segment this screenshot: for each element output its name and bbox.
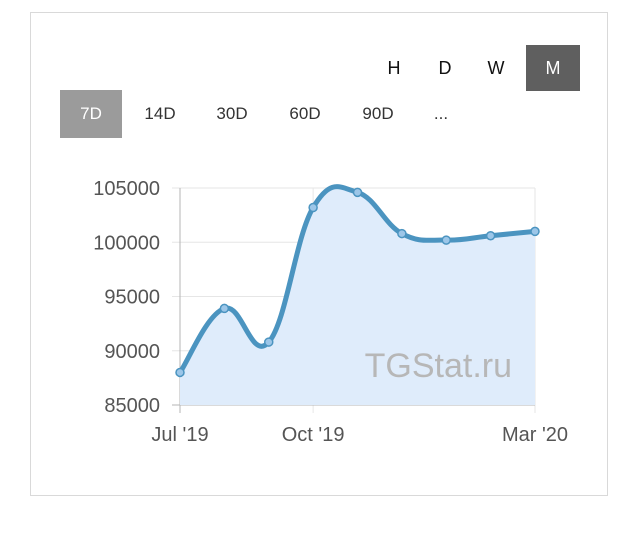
data-point bbox=[264, 337, 274, 347]
data-point bbox=[530, 226, 540, 237]
data-point bbox=[308, 202, 318, 213]
data-point bbox=[441, 235, 451, 245]
tab-day[interactable]: D bbox=[438, 58, 452, 78]
y-tick-label: 105000 bbox=[93, 178, 160, 200]
line-chart: TGStat.ru 85000 90000 95000 100000 105000 Ju… bbox=[93, 178, 568, 446]
range-tab-7d[interactable]: 7D bbox=[60, 90, 122, 138]
y-tick-label: 100000 bbox=[93, 232, 160, 254]
series-line bbox=[177, 184, 538, 375]
range-tab-more[interactable]: ... bbox=[433, 104, 449, 123]
data-point bbox=[352, 187, 363, 198]
data-point bbox=[397, 228, 407, 239]
watermark: TGStat.ru bbox=[365, 347, 512, 385]
range-tab-60d[interactable]: 60D bbox=[289, 104, 321, 123]
x-tick-label: Jul '19 bbox=[151, 424, 208, 446]
data-point bbox=[219, 303, 230, 314]
x-tick-label: Mar '20 bbox=[502, 424, 568, 446]
y-tick-label: 90000 bbox=[104, 341, 160, 363]
y-tick-label: 95000 bbox=[104, 287, 160, 309]
x-tick-label: Oct '19 bbox=[282, 424, 345, 446]
x-axis-ticks: Jul '19 Oct '19 Mar '20 bbox=[151, 424, 568, 446]
range-tab-90d[interactable]: 90D bbox=[362, 104, 394, 123]
y-tick-label: 85000 bbox=[104, 395, 160, 417]
data-points bbox=[175, 187, 540, 378]
range-tab-14d[interactable]: 14D bbox=[144, 104, 176, 123]
chart-card: H D W M 7D 14D 30D 60D 90D ... TGStat.ru… bbox=[30, 12, 608, 496]
y-axis-ticks: 85000 90000 95000 100000 105000 bbox=[93, 178, 160, 417]
tab-week[interactable]: W bbox=[487, 58, 505, 78]
range-tab-30d[interactable]: 30D bbox=[216, 104, 248, 123]
data-point bbox=[485, 230, 496, 241]
tab-hour[interactable]: H bbox=[387, 58, 401, 78]
data-point bbox=[175, 367, 185, 378]
tab-month[interactable]: M bbox=[526, 45, 580, 91]
